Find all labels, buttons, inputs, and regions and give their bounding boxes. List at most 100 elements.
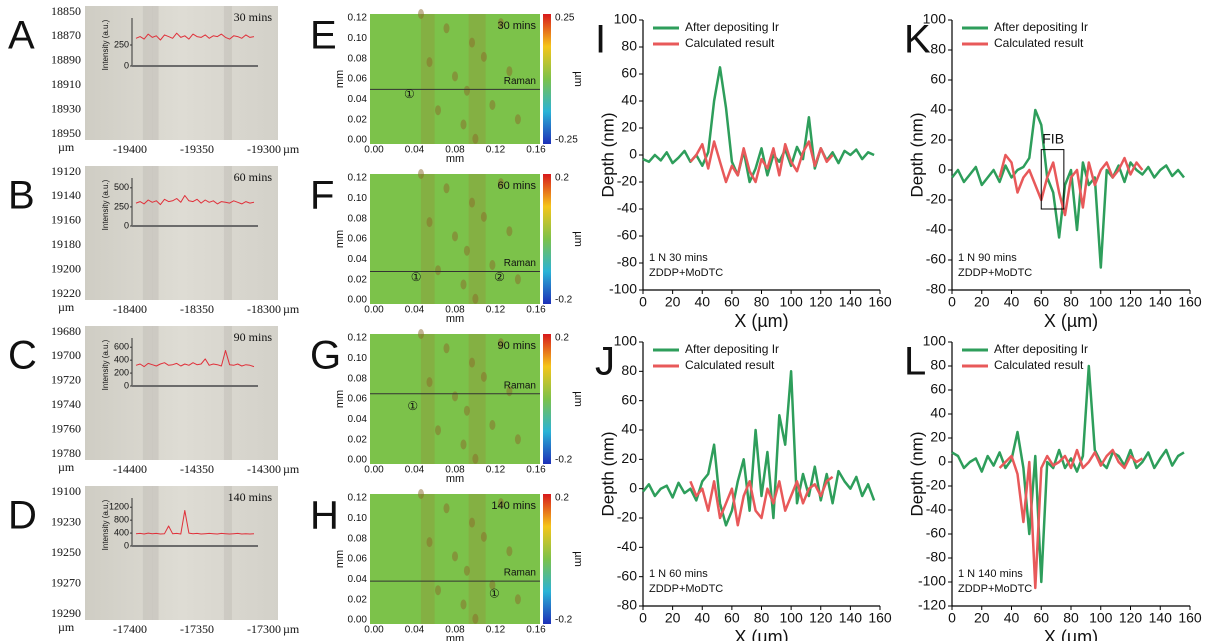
y-tick-label: 0.08 xyxy=(348,53,368,64)
axis-unit: mm xyxy=(446,473,464,485)
y-tick-label: 1200 xyxy=(109,502,129,512)
annotation: FIB xyxy=(1042,130,1064,146)
y-tick-label: 18910 xyxy=(51,77,81,91)
legend-label: After depositing Ir xyxy=(685,342,779,356)
y-tick-label: 0.08 xyxy=(348,373,368,384)
y-tick-label: 0.06 xyxy=(348,74,368,85)
annotation: 1 N 60 mins xyxy=(649,568,708,580)
y-tick-label: 20 xyxy=(930,131,946,147)
axis-unit: mm xyxy=(446,313,464,325)
x-tick-label: -18400 xyxy=(113,302,147,316)
deposit-spot xyxy=(489,580,496,590)
deposit-spot xyxy=(497,338,504,349)
data-line xyxy=(998,153,1144,217)
y-tick-label: 600 xyxy=(114,342,129,352)
y-axis-label: Intensity (a.u.) xyxy=(101,339,110,390)
y-tick-label: -80 xyxy=(617,597,637,613)
x-tick-label: 0.12 xyxy=(486,305,506,316)
data-line xyxy=(951,108,1185,269)
x-tick-label: 60 xyxy=(1033,294,1049,310)
wear-track xyxy=(152,166,159,300)
deposit-spot xyxy=(463,245,470,256)
deposit-spot xyxy=(452,231,458,242)
marker-label: ① xyxy=(404,87,415,101)
y-tick-label: 19740 xyxy=(51,397,81,411)
wear-band xyxy=(468,174,486,304)
wear-track xyxy=(223,326,232,460)
y-tick-label: 0 xyxy=(124,60,129,70)
raman-label: Raman xyxy=(504,76,536,87)
unit-label: µm xyxy=(58,460,75,474)
x-tick-label: 0.16 xyxy=(526,625,546,636)
panel-letter: F xyxy=(310,174,334,218)
deposit-spot xyxy=(480,51,487,62)
panel-letter: D xyxy=(8,494,37,538)
y-tick-label: 0.00 xyxy=(348,135,368,146)
y-tick-label: -80 xyxy=(926,549,946,565)
x-tick-label: 80 xyxy=(1063,294,1079,310)
y-tick-label: 500 xyxy=(114,182,129,192)
wear-track xyxy=(223,486,232,620)
deposit-spot xyxy=(463,565,470,576)
panel-letter: K xyxy=(904,18,931,62)
x-tick-label: 80 xyxy=(754,610,770,626)
x-tick-label: 140 xyxy=(1149,610,1173,626)
y-tick-label: 800 xyxy=(114,515,129,525)
x-tick-label: -17350 xyxy=(180,622,214,636)
y-tick-label: -60 xyxy=(617,227,637,243)
deposit-spot xyxy=(489,100,496,110)
wear-track xyxy=(152,486,159,620)
micrograph-image xyxy=(85,486,278,620)
micrograph-image xyxy=(85,6,278,140)
data-line xyxy=(135,510,255,535)
x-tick-label: 0.08 xyxy=(445,305,465,316)
x-tick-label: 0.12 xyxy=(486,145,506,156)
y-tick-label: 0.12 xyxy=(348,493,368,504)
unit-label: µm xyxy=(283,462,300,476)
y-tick-label: 19160 xyxy=(51,213,81,227)
y-tick-label: 0.04 xyxy=(348,414,368,425)
colorbar-label: 0.25 xyxy=(555,13,575,24)
x-tick-label: 0 xyxy=(639,294,647,310)
x-axis-label: X (µm) xyxy=(734,311,788,331)
y-tick-label: 0.02 xyxy=(348,434,368,445)
y-tick-label: -100 xyxy=(918,573,946,589)
panel-title: 140 mins xyxy=(228,490,273,504)
panel-letter: C xyxy=(8,334,37,378)
time-label: 30 mins xyxy=(497,20,536,32)
y-tick-label: -20 xyxy=(926,191,946,207)
y-tick-label: 80 xyxy=(930,41,946,57)
x-tick-label: 0.16 xyxy=(526,465,546,476)
y-tick-label: 18890 xyxy=(51,53,81,67)
deposit-spot xyxy=(452,551,458,562)
x-tick-label: 100 xyxy=(1089,294,1113,310)
y-tick-label: 0.02 xyxy=(348,274,368,285)
y-tick-label: 0.12 xyxy=(348,333,368,344)
x-tick-label: 160 xyxy=(1178,294,1202,310)
deposit-spot xyxy=(514,274,521,285)
annotation: 1 N 30 mins xyxy=(649,252,708,264)
colorbar xyxy=(543,174,551,304)
fib-box xyxy=(1040,149,1065,210)
x-axis-label: X (µm) xyxy=(1044,627,1098,641)
micrograph-image xyxy=(85,326,278,460)
x-tick-label: 140 xyxy=(1149,294,1173,310)
annotation: ZDDP+MoDTC xyxy=(649,267,723,279)
deposit-spot xyxy=(435,105,441,116)
data-line xyxy=(135,195,255,206)
micrograph-image xyxy=(85,166,278,300)
y-tick-label: 0.04 xyxy=(348,94,368,105)
deposit-spot xyxy=(452,391,458,402)
colorbar xyxy=(543,494,551,624)
y-tick-label: 20 xyxy=(930,429,946,445)
data-line xyxy=(135,350,255,368)
deposit-spot xyxy=(489,260,496,270)
y-tick-label: -40 xyxy=(617,538,637,554)
x-tick-label: 40 xyxy=(694,610,710,626)
deposit-spot xyxy=(460,119,467,130)
axis-unit: mm xyxy=(446,633,464,641)
y-tick-label: 40 xyxy=(621,421,637,437)
marker-label: ② xyxy=(494,270,505,284)
colorbar xyxy=(543,14,551,144)
y-tick-label: 200 xyxy=(114,367,129,377)
